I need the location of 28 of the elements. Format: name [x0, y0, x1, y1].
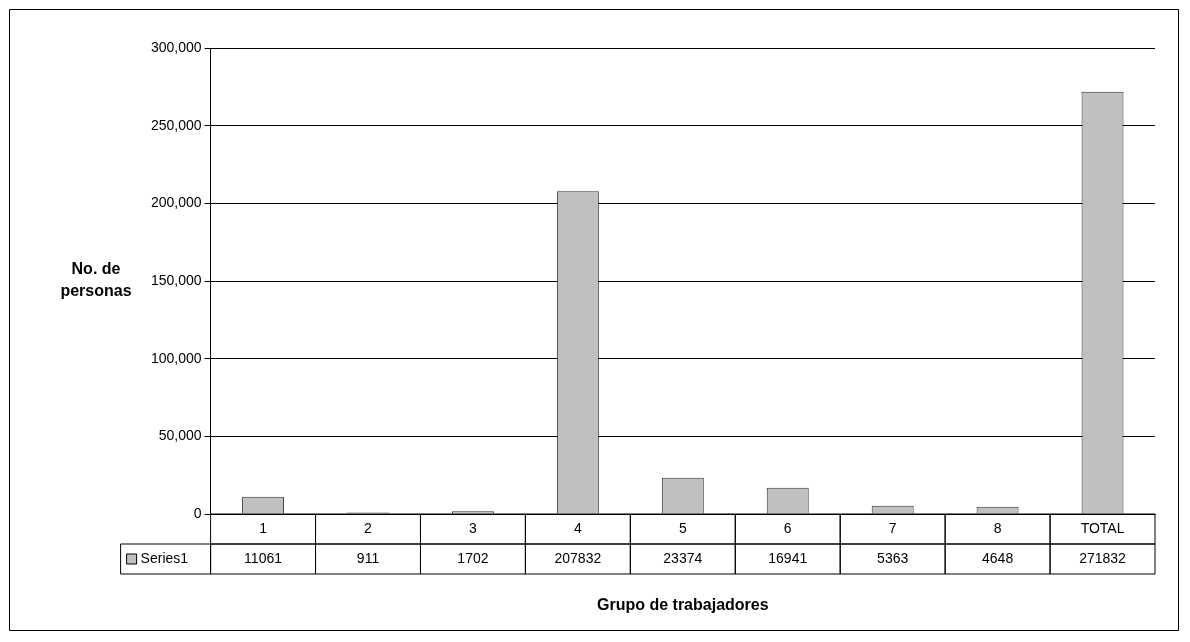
data-label: 16941 [768, 549, 808, 566]
data-label: 271832 [1079, 549, 1127, 566]
x-tick-label: 3 [469, 519, 478, 536]
y-tick-label: 250,000 [151, 116, 202, 133]
data-label: 11061 [244, 549, 283, 566]
x-tick-label: 1 [259, 519, 268, 536]
y-axis-title: No. de personas [60, 260, 132, 300]
data-label: 207832 [554, 549, 602, 566]
x-tick-label: 2 [364, 519, 373, 536]
y-tick-label: 100,000 [151, 349, 202, 366]
data-label: 1702 [457, 549, 489, 566]
data-label: 5363 [877, 549, 909, 566]
data-label: 4648 [982, 549, 1014, 566]
y-tick-label: 300,000 [151, 38, 202, 55]
legend-label: Series1 [140, 549, 189, 566]
y-tick-label: 50,000 [158, 427, 202, 444]
y-tick-label: 0 [193, 504, 202, 521]
x-tick-label: 8 [993, 519, 1002, 536]
x-tick-label: 6 [783, 519, 792, 536]
x-tick-label: 5 [678, 519, 687, 536]
y-tick-label: 200,000 [151, 194, 202, 211]
data-label: 911 [356, 549, 380, 566]
y-tick-label: 150,000 [151, 271, 202, 288]
x-axis-title: Grupo de trabajadores [597, 596, 769, 614]
x-tick-label: 4 [573, 519, 582, 536]
data-label: 23374 [663, 549, 703, 566]
x-tick-label: 7 [888, 519, 897, 536]
x-tick-label: TOTAL [1080, 519, 1125, 536]
